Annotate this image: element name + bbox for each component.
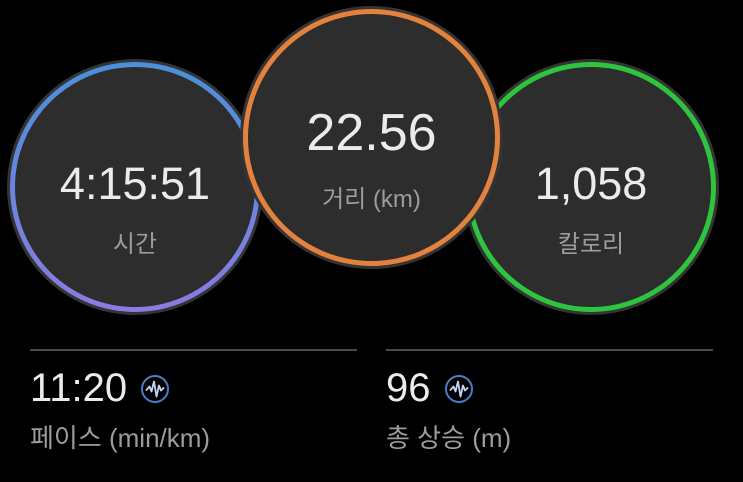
calories-value: 1,058 xyxy=(534,157,648,209)
icon-waveform xyxy=(449,380,468,398)
pace-value: 11:20 xyxy=(30,366,128,410)
ascent-label: 총 상승 (m) xyxy=(386,423,512,453)
ascent-value: 96 xyxy=(386,366,431,410)
pace-label: 페이스 (min/km) xyxy=(30,423,211,453)
waveform-chart-icon[interactable] xyxy=(444,374,474,404)
icon-ring xyxy=(141,375,170,403)
stat-total-ascent: 96 총 상승 (m) xyxy=(386,349,713,455)
waveform-chart-icon[interactable] xyxy=(140,374,170,404)
distance-value: 22.56 xyxy=(306,104,437,163)
icon-ring xyxy=(444,375,473,403)
distance-label: 거리 (km) xyxy=(322,185,421,213)
stat-circle-time: 4:15:51 시간 xyxy=(10,62,260,312)
stat-circle-calories: 1,058 칼로리 xyxy=(466,62,716,312)
stat-pace: 11:20 페이스 (min/km) xyxy=(30,349,357,455)
detail-stats-row: 11:20 페이스 (min/km) 96 총 상승 (m) xyxy=(0,349,743,455)
pace-value-row: 11:20 xyxy=(30,365,357,411)
ascent-value-row: 96 xyxy=(386,365,713,411)
calories-label: 칼로리 xyxy=(557,231,625,259)
icon-waveform xyxy=(145,380,165,398)
time-value: 4:15:51 xyxy=(59,157,211,209)
time-label: 시간 xyxy=(112,231,158,259)
stat-circle-distance: 22.56 거리 (km) xyxy=(243,9,500,266)
